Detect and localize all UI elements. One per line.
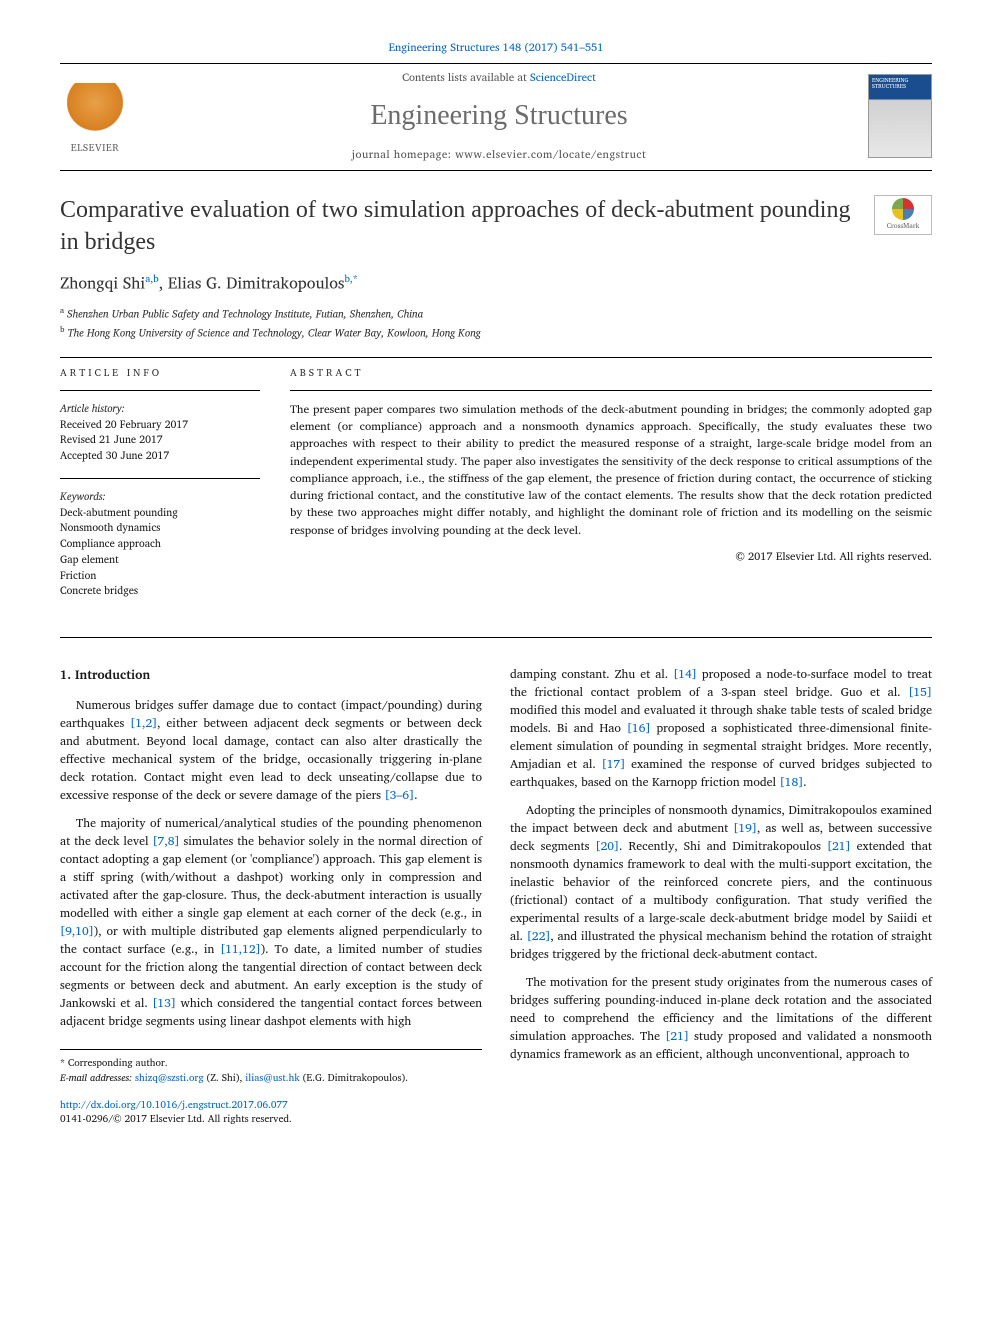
corresponding-star-icon: * <box>353 271 358 287</box>
elsevier-label: ELSEVIER <box>71 141 119 155</box>
article-info-label: article info <box>60 366 260 380</box>
journal-reference: Engineering Structures 148 (2017) 541–55… <box>60 40 932 55</box>
bottom-meta: http://dx.doi.org/10.1016/j.engstruct.20… <box>60 1098 932 1126</box>
page-container: Engineering Structures 148 (2017) 541–55… <box>0 0 992 1156</box>
email-2-link[interactable]: ilias@ust.hk <box>245 1070 299 1086</box>
title-row: Comparative evaluation of two simulation… <box>60 195 932 257</box>
journal-header: ELSEVIER Contents lists available at Sci… <box>60 70 932 171</box>
paragraph-5: The motivation for the present study ori… <box>510 974 932 1064</box>
contents-prefix: Contents lists available at <box>402 68 530 86</box>
info-abstract-row: article info Article history: Received 2… <box>60 366 932 613</box>
author-1[interactable]: Zhongqi Shi <box>60 270 145 296</box>
article-history: Article history: Received 20 February 20… <box>60 401 260 464</box>
paragraph-2: The majority of numerical/analytical stu… <box>60 815 482 1031</box>
divider-1 <box>60 357 932 358</box>
abstract-copyright: © 2017 Elsevier Ltd. All rights reserved… <box>290 549 932 564</box>
email-2-who: (E.G. Dimitrakopoulos). <box>300 1070 408 1086</box>
left-column: 1. Introduction Numerous bridges suffer … <box>60 666 482 1086</box>
keyword-5: Concrete bridges <box>60 583 260 599</box>
author-sep: , <box>159 270 168 296</box>
footnotes: * Corresponding author. E-mail addresses… <box>60 1049 482 1086</box>
authors: Zhongqi Shia,b, Elias G. Dimitrakopoulos… <box>60 272 932 295</box>
email-line: E-mail addresses: shizq@szsti.org (Z. Sh… <box>60 1071 482 1086</box>
history-accepted: Accepted 30 June 2017 <box>60 448 260 464</box>
crossmark-badge[interactable]: CrossMark <box>874 195 932 235</box>
paragraph-4: Adopting the principles of nonsmooth dyn… <box>510 802 932 964</box>
top-rule <box>60 63 932 64</box>
divider-2 <box>60 637 932 638</box>
info-rule <box>60 390 260 391</box>
homepage-url[interactable]: www.elsevier.com/locate/engstruct <box>455 145 646 163</box>
email-1-link[interactable]: shizq@szsti.org <box>135 1070 204 1086</box>
abstract-text: The present paper compares two simulatio… <box>290 401 932 539</box>
affil-b-text: The Hong Kong University of Science and … <box>64 323 480 341</box>
section-1-heading: 1. Introduction <box>60 666 482 685</box>
elsevier-logo[interactable]: ELSEVIER <box>60 77 130 155</box>
elsevier-tree-icon <box>67 83 123 139</box>
paragraph-1: Numerous bridges suffer damage due to co… <box>60 697 482 805</box>
article-info-column: article info Article history: Received 2… <box>60 366 260 613</box>
email-1-who: (Z. Shi), <box>204 1070 246 1086</box>
journal-cover-thumb[interactable]: ENGINEERING STRUCTURES <box>868 74 932 158</box>
homepage-line: journal homepage: www.elsevier.com/locat… <box>130 147 868 162</box>
author-2-affil: b, <box>344 271 352 287</box>
body-columns: 1. Introduction Numerous bridges suffer … <box>60 666 932 1086</box>
cover-label: ENGINEERING STRUCTURES <box>872 78 928 90</box>
author-1-affil: a,b <box>145 271 158 287</box>
right-column: damping constant. Zhu et al. [14] propos… <box>510 666 932 1086</box>
corresponding-author-note: * Corresponding author. <box>60 1056 482 1071</box>
header-center: Contents lists available at ScienceDirec… <box>130 70 868 162</box>
info-rule-2 <box>60 478 260 479</box>
abstract-label: abstract <box>290 366 932 380</box>
affil-a-text: Shenzhen Urban Public Safety and Technol… <box>64 305 423 323</box>
keywords-block: Keywords: Deck-abutment pounding Nonsmoo… <box>60 489 260 599</box>
author-2[interactable]: Elias G. Dimitrakopoulos <box>168 270 345 296</box>
abstract-rule <box>290 390 932 391</box>
article-title: Comparative evaluation of two simulation… <box>60 195 862 257</box>
sciencedirect-link[interactable]: ScienceDirect <box>530 68 596 86</box>
issn-copyright: 0141-0296/© 2017 Elsevier Ltd. All right… <box>60 1112 932 1126</box>
homepage-prefix: journal homepage: <box>352 145 455 163</box>
affiliation-a: a Shenzhen Urban Public Safety and Techn… <box>60 304 932 322</box>
crossmark-label: CrossMark <box>887 222 920 232</box>
paragraph-3: damping constant. Zhu et al. [14] propos… <box>510 666 932 792</box>
journal-name: Engineering Structures <box>130 96 868 135</box>
email-label: E-mail addresses: <box>60 1070 135 1086</box>
abstract-column: abstract The present paper compares two … <box>290 366 932 613</box>
affiliation-b: b The Hong Kong University of Science an… <box>60 323 932 341</box>
crossmark-icon <box>892 198 914 220</box>
affiliations: a Shenzhen Urban Public Safety and Techn… <box>60 304 932 341</box>
contents-line: Contents lists available at ScienceDirec… <box>130 70 868 85</box>
